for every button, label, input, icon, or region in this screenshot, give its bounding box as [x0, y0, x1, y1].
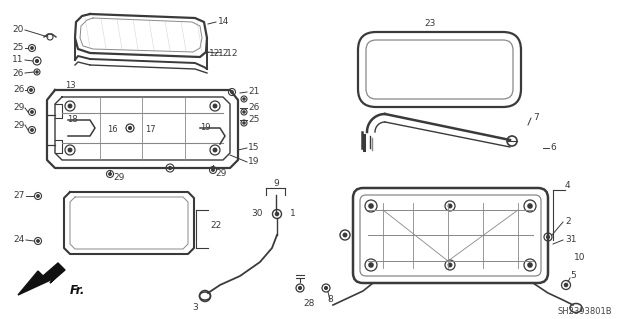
Circle shape	[528, 204, 532, 208]
Text: 10: 10	[574, 254, 586, 263]
Text: 17: 17	[145, 125, 156, 135]
Text: 5: 5	[570, 271, 576, 279]
Circle shape	[324, 286, 328, 289]
Circle shape	[30, 89, 32, 91]
Text: 21: 21	[248, 87, 259, 97]
Text: 1: 1	[290, 210, 296, 219]
Text: 22: 22	[210, 220, 221, 229]
Text: 14: 14	[218, 18, 229, 26]
Circle shape	[547, 236, 549, 238]
Circle shape	[109, 173, 111, 175]
Circle shape	[448, 204, 452, 208]
Circle shape	[68, 148, 72, 152]
Circle shape	[528, 263, 532, 267]
Text: 18: 18	[67, 115, 77, 124]
Text: 11: 11	[12, 56, 24, 64]
Text: 2: 2	[565, 218, 571, 226]
Text: 12: 12	[218, 48, 229, 57]
Circle shape	[369, 204, 373, 208]
Polygon shape	[18, 263, 65, 295]
Text: 26: 26	[13, 85, 24, 94]
Text: 13: 13	[65, 80, 76, 90]
Text: 15: 15	[248, 144, 259, 152]
Text: 26: 26	[12, 69, 24, 78]
Circle shape	[36, 71, 38, 73]
Text: 4: 4	[565, 182, 571, 190]
Circle shape	[275, 212, 278, 216]
Circle shape	[68, 104, 72, 108]
Text: 19: 19	[248, 158, 259, 167]
Circle shape	[448, 263, 452, 267]
Circle shape	[213, 148, 217, 152]
Text: 25: 25	[12, 43, 24, 53]
Text: 29: 29	[113, 174, 124, 182]
Circle shape	[36, 240, 39, 242]
Text: 28: 28	[303, 299, 314, 308]
Text: 6: 6	[550, 144, 556, 152]
Circle shape	[36, 60, 38, 63]
Text: 20: 20	[12, 26, 24, 34]
Circle shape	[36, 195, 39, 197]
Text: 9: 9	[273, 179, 279, 188]
Circle shape	[168, 167, 172, 169]
Circle shape	[231, 91, 233, 93]
Text: ─  12: ─ 12	[215, 48, 237, 57]
Circle shape	[343, 233, 347, 237]
Text: 29: 29	[13, 103, 24, 113]
Text: SH2393801B: SH2393801B	[558, 308, 612, 316]
Circle shape	[31, 129, 33, 131]
Text: 19: 19	[200, 123, 211, 132]
Circle shape	[243, 122, 245, 124]
Circle shape	[31, 111, 33, 113]
Circle shape	[243, 111, 245, 113]
Circle shape	[564, 283, 568, 286]
Circle shape	[299, 286, 301, 289]
Text: 27: 27	[13, 191, 24, 201]
Text: 8: 8	[327, 295, 333, 305]
Text: 31: 31	[565, 235, 577, 244]
Text: 24: 24	[13, 235, 24, 244]
Text: 25: 25	[248, 115, 259, 124]
Text: 29: 29	[13, 121, 24, 130]
Circle shape	[213, 104, 217, 108]
Text: 3: 3	[192, 302, 198, 311]
Text: 16: 16	[107, 125, 117, 135]
Circle shape	[129, 127, 131, 130]
Text: 30: 30	[252, 210, 263, 219]
Text: 29: 29	[215, 169, 227, 179]
Text: 26: 26	[248, 103, 259, 113]
Circle shape	[212, 169, 214, 171]
Circle shape	[369, 263, 373, 267]
Text: 7: 7	[533, 114, 539, 122]
Text: Fr.: Fr.	[70, 285, 85, 298]
Circle shape	[31, 47, 33, 49]
Text: 23: 23	[424, 19, 436, 28]
Text: 12: 12	[209, 48, 221, 57]
Circle shape	[243, 98, 245, 100]
